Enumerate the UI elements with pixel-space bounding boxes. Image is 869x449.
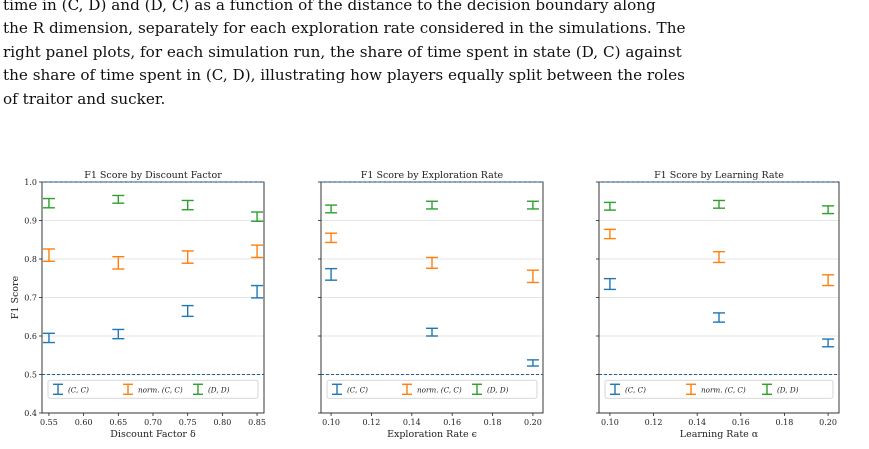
errorbar-point (822, 274, 835, 287)
x-tick-label: 0.16 (443, 418, 461, 427)
errorbar-point (325, 267, 338, 281)
errorbar-point (181, 250, 194, 264)
legend-errorbar-icon (686, 383, 696, 395)
y-tick-label: 0.4 (24, 409, 37, 418)
legend-label: (D, D) (208, 385, 230, 394)
errorbar-point (112, 328, 125, 340)
errorbar-point (713, 199, 725, 209)
chart-title: F1 Score by Learning Rate (654, 170, 784, 181)
legend-label: (C, C) (347, 385, 368, 394)
errorbar-point (822, 338, 835, 348)
y-tick-label: 0.9 (24, 217, 37, 226)
x-tick-label: 0.16 (732, 418, 750, 427)
errorbar-point (822, 205, 835, 215)
x-tick-label: 0.14 (403, 418, 421, 427)
paragraph-line: time in (C, D) and (D, C) as a function … (3, 0, 656, 14)
x-tick-label: 0.60 (75, 418, 93, 427)
y-tick-label: 1.0 (24, 178, 37, 187)
x-tick-label: 0.20 (819, 418, 837, 427)
legend-errorbar-icon (332, 383, 342, 395)
chart-panel-1: F1 Score by Discount Factor0.40.50.60.70… (10, 170, 266, 440)
x-axis-label: Learning Rate α (680, 429, 759, 440)
y-tick-label: 0.5 (24, 371, 37, 380)
x-axis-label: Discount Factor δ (110, 429, 196, 440)
legend-label: (D, D) (777, 385, 799, 394)
errorbar-point (603, 201, 616, 211)
legend-label: norm. (C, C) (701, 385, 746, 394)
paragraph-line: right panel plots, for each simulation r… (3, 42, 682, 61)
errorbar-point (181, 304, 194, 318)
chart-panel-2: F1 Score by Exploration Rate 0.10 0.12 0.14… (318, 170, 544, 440)
errorbar-point (112, 194, 125, 204)
legend-label: norm. (C, C) (417, 385, 462, 394)
legend-errorbar-icon (402, 383, 412, 395)
x-tick-label: 0.12 (645, 418, 663, 427)
errorbar-point (251, 211, 264, 222)
errorbar-point (426, 327, 438, 337)
chart-title: F1 Score by Discount Factor (84, 170, 222, 181)
errorbar-point (603, 228, 616, 240)
errorbar-point (42, 332, 55, 344)
x-tick-label: 0.70 (144, 418, 162, 427)
x-tick-label: 0.14 (688, 418, 706, 427)
x-axis-label: Exploration Rate ϵ (387, 429, 477, 440)
f1-score-figure: F1 Score by Discount Factor0.40.50.60.70… (10, 170, 840, 440)
chart-title: F1 Score by Exploration Rate (361, 170, 504, 181)
x-tick-label: 0.20 (524, 418, 542, 427)
legend-label: (D, D) (487, 385, 509, 394)
errorbar-point (713, 312, 725, 323)
errorbar-point (42, 248, 55, 263)
errorbar-point (526, 359, 539, 367)
legend-errorbar-icon (53, 383, 63, 395)
y-tick-label: 0.8 (24, 255, 37, 264)
paragraph-line: the R dimension, separately for each exp… (3, 19, 686, 38)
errorbar-point (526, 269, 539, 284)
legend-errorbar-icon (472, 383, 482, 395)
x-tick-label: 0.85 (248, 418, 266, 427)
errorbar-point (112, 255, 125, 270)
legend-box (47, 379, 259, 399)
x-tick-label: 0.10 (601, 418, 619, 427)
x-tick-label: 0.65 (109, 418, 127, 427)
x-tick-label: 0.10 (322, 418, 340, 427)
y-axis-label: F1 Score (10, 275, 21, 319)
legend-errorbar-icon (123, 383, 133, 395)
errorbar-point (603, 277, 616, 291)
errorbar-point (251, 284, 264, 299)
legend: (C, C) norm. (C, C) (D, D) (47, 379, 259, 399)
errorbar-point (325, 232, 338, 244)
errorbar-point (713, 250, 725, 264)
paragraph-line: of traitor and sucker. (3, 89, 166, 108)
legend-label: (C, C) (625, 385, 646, 394)
legend-errorbar-icon (610, 383, 620, 395)
legend-errorbar-icon (762, 383, 772, 395)
errorbar-point (251, 244, 264, 259)
x-tick-label: 0.18 (484, 418, 502, 427)
errorbar-point (181, 199, 194, 211)
y-tick-label: 0.6 (24, 332, 37, 341)
errorbar-point (42, 197, 55, 209)
legend-label: (C, C) (68, 385, 89, 394)
legend-errorbar-icon (193, 383, 203, 395)
chart-panel-3: F1 Score by Learning Rate 0.10 0.12 0.14 0.1… (596, 170, 840, 440)
errorbar-point (325, 204, 338, 214)
x-tick-label: 0.12 (363, 418, 381, 427)
x-tick-label: 0.75 (179, 418, 197, 427)
legend-box (326, 379, 538, 399)
legend-box (604, 379, 834, 399)
paragraph-line: the share of time spent in (C, D), illus… (3, 66, 685, 85)
errorbar-point (426, 200, 438, 210)
legend: (C, C) norm. (C, C) (D, D) (326, 379, 538, 399)
body-paragraph: time in (C, D) and (D, C) as a function … (3, 0, 865, 111)
legend-label: norm. (C, C) (138, 385, 183, 394)
errorbar-point (426, 256, 438, 269)
errorbar-point (526, 200, 539, 210)
x-tick-label: 0.18 (776, 418, 794, 427)
x-tick-label: 0.55 (40, 418, 58, 427)
y-tick-label: 0.7 (24, 294, 37, 303)
x-tick-label: 0.80 (213, 418, 231, 427)
legend: (C, C) norm. (C, C) (D, D) (604, 379, 834, 399)
